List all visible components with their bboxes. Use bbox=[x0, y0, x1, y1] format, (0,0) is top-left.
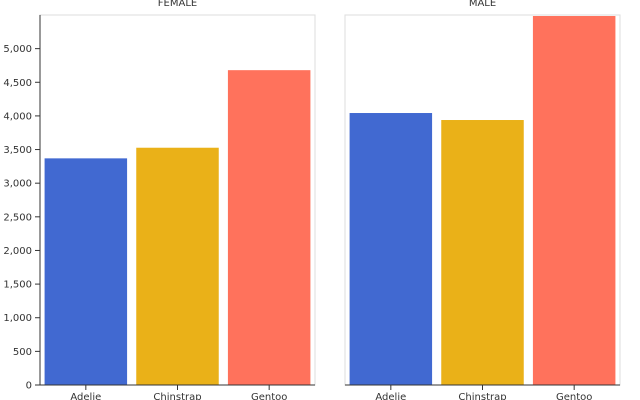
bars-male bbox=[349, 16, 616, 386]
x-tick-label: Gentoo bbox=[251, 392, 287, 400]
x-tick-label: Adelie bbox=[375, 392, 406, 400]
y-axis: 0 500 1,000 1,500 2,000 2,500 3,000 3,500 4,000 4… bbox=[3, 15, 41, 392]
bar-male-adelie bbox=[349, 113, 433, 386]
bar-female-gentoo bbox=[227, 70, 311, 385]
y-tick-label: 4,500 bbox=[3, 78, 32, 89]
x-tick-label: Gentoo bbox=[556, 392, 592, 400]
y-tick-label: 0 bbox=[26, 381, 32, 392]
bar-male-chinstrap bbox=[441, 120, 524, 385]
x-tick-label: Adelie bbox=[70, 392, 101, 400]
y-tick-label: 2,000 bbox=[3, 246, 32, 257]
y-tick-label: 2,500 bbox=[3, 212, 32, 223]
y-tick-label: 4,000 bbox=[3, 111, 32, 122]
facet-title-male: MALE bbox=[469, 0, 496, 9]
bars-female bbox=[44, 70, 311, 385]
x-tick-label: Chinstrap bbox=[153, 392, 201, 400]
facet-title-female: FEMALE bbox=[158, 0, 197, 9]
facet-male: MALE Adelie Chinstrap Gentoo bbox=[344, 0, 621, 400]
x-tick-label: Chinstrap bbox=[458, 392, 506, 400]
y-tick-label: 3,000 bbox=[3, 179, 32, 190]
y-tick-label: 3,500 bbox=[3, 145, 32, 156]
y-tick-label: 5,000 bbox=[3, 44, 32, 55]
bar-female-adelie bbox=[44, 158, 128, 385]
x-axis-male: Adelie Chinstrap Gentoo bbox=[345, 384, 620, 400]
x-axis-female: Adelie Chinstrap Gentoo bbox=[40, 384, 315, 400]
y-tick-label: 1,000 bbox=[3, 313, 32, 324]
y-tick-label: 1,500 bbox=[3, 280, 32, 291]
facet-female: FEMALE Adelie Chinstrap Gentoo bbox=[39, 0, 316, 400]
bar-female-chinstrap bbox=[136, 147, 219, 385]
bar-male-gentoo bbox=[532, 16, 616, 385]
y-tick-label: 500 bbox=[13, 347, 32, 358]
